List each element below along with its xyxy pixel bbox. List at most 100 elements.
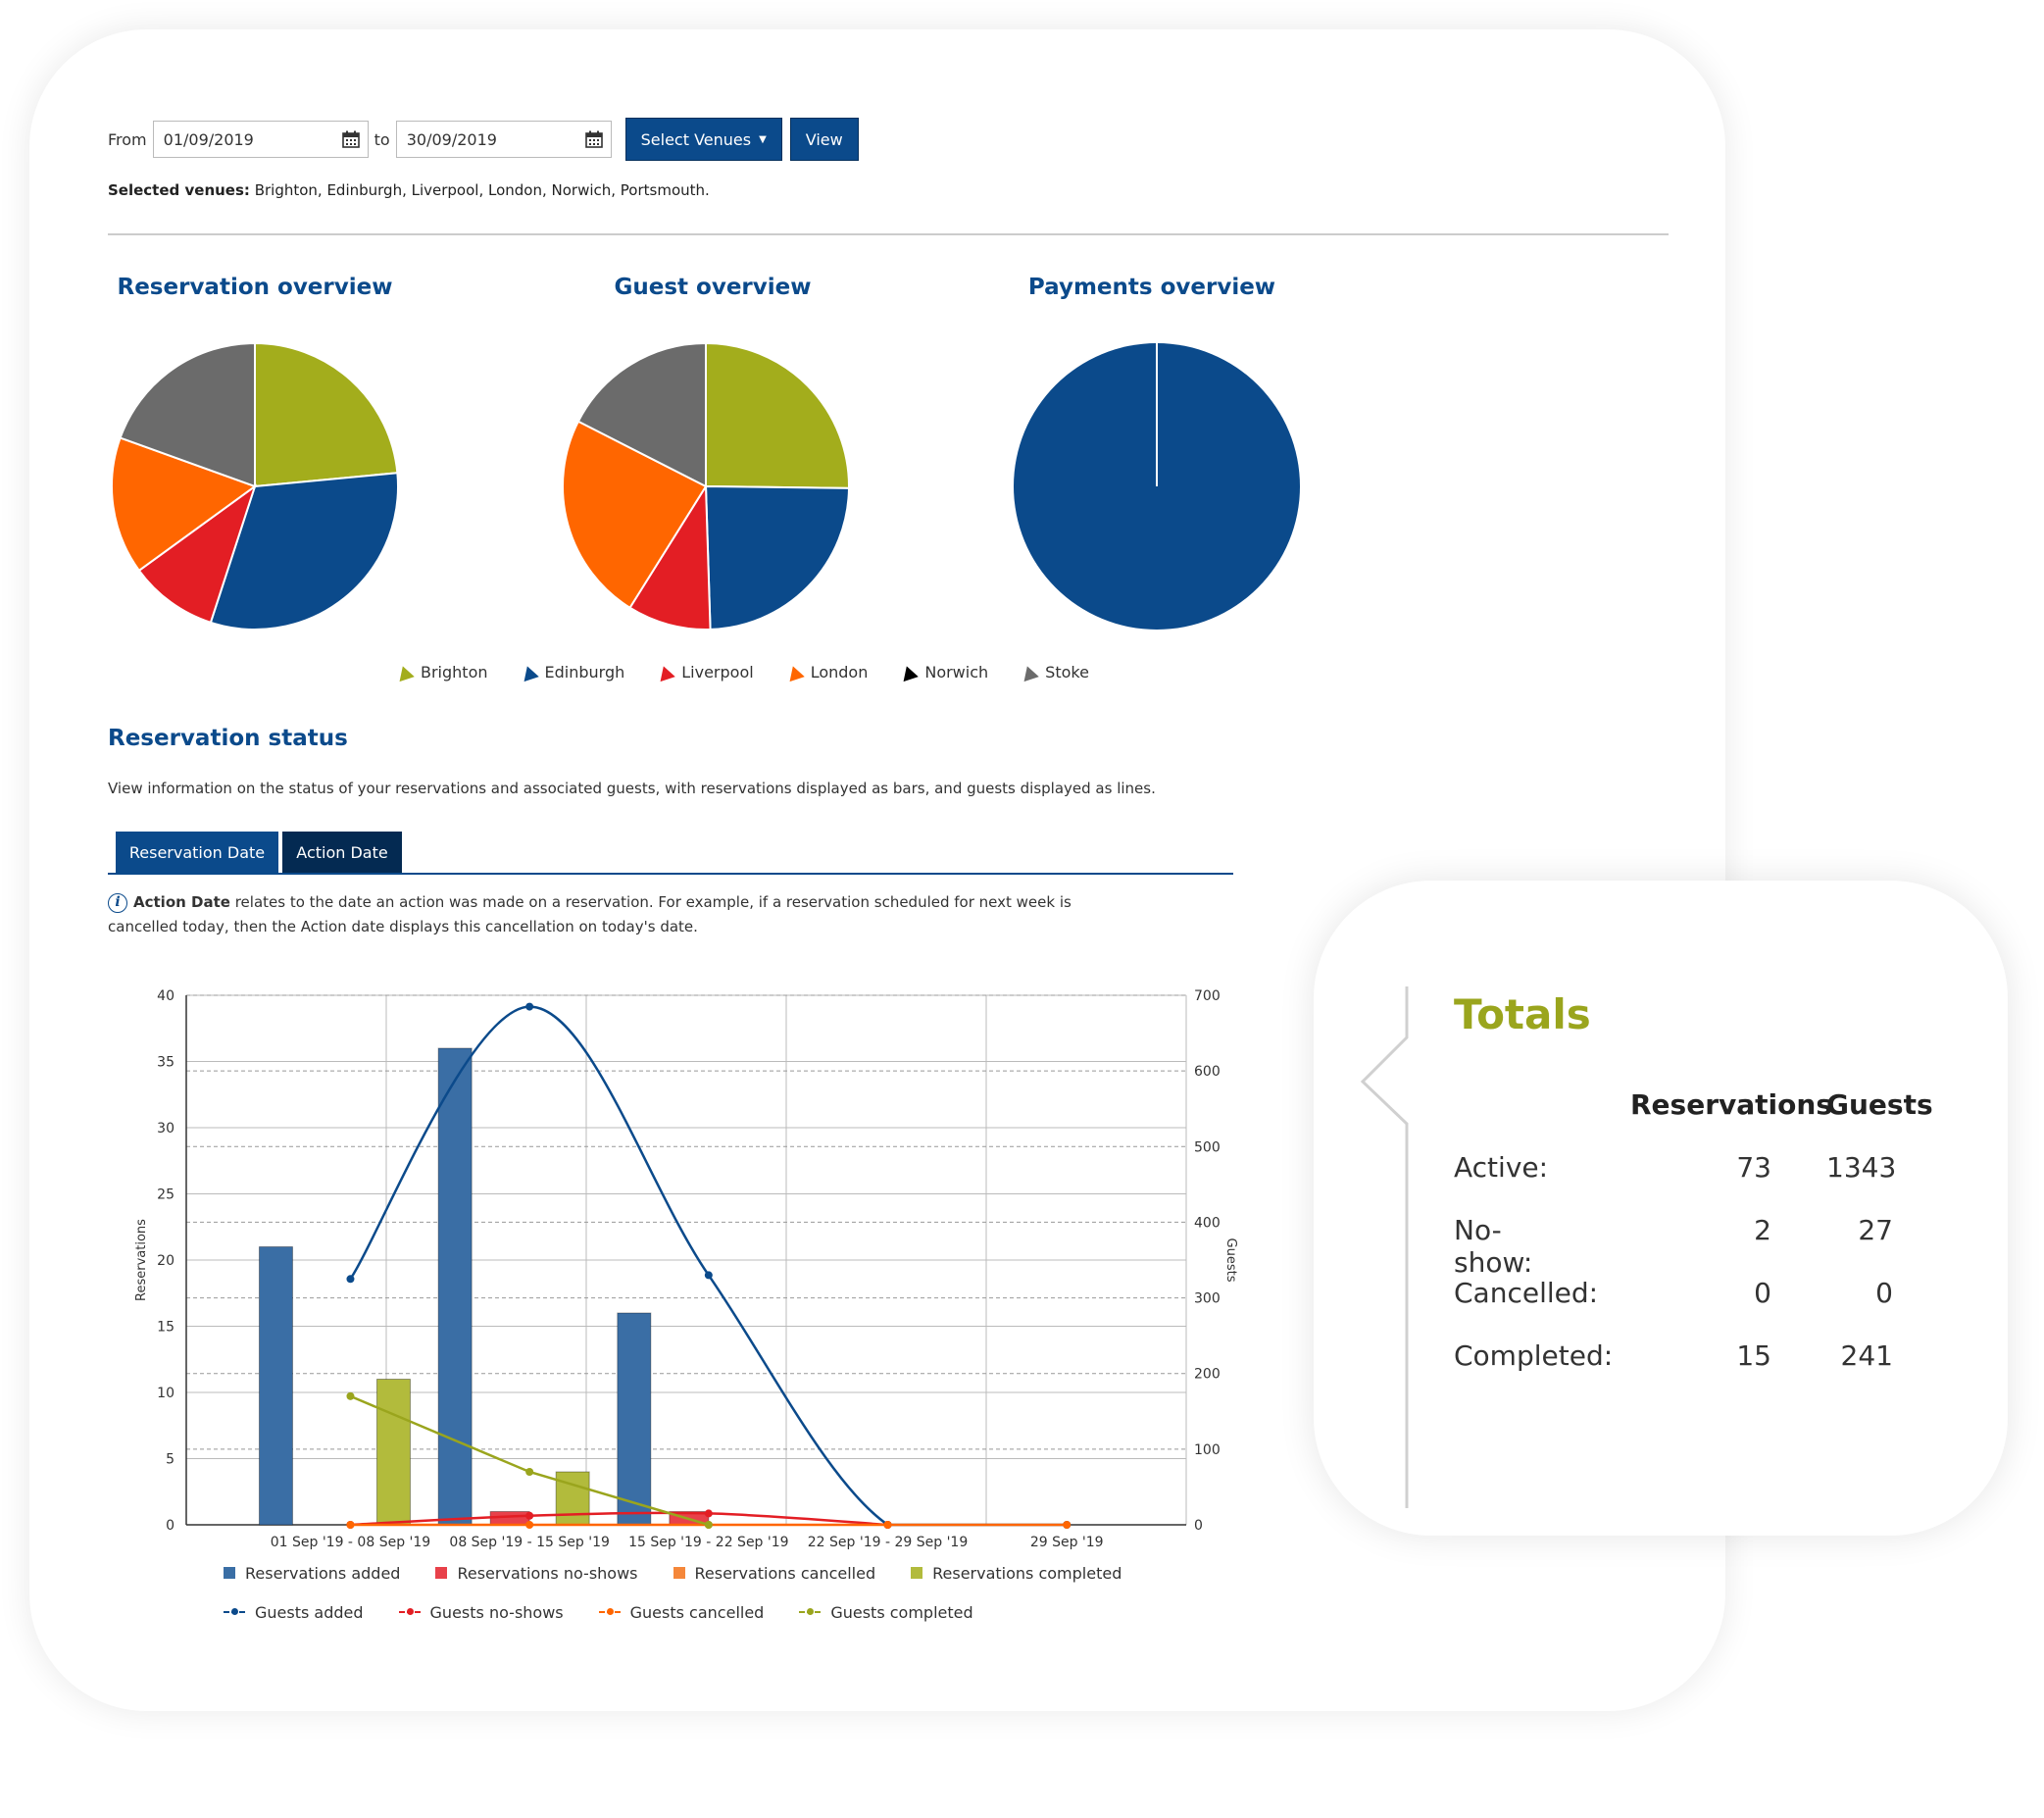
calendar-icon[interactable] bbox=[584, 130, 603, 148]
legend-label: Guests cancelled bbox=[629, 1602, 765, 1622]
point-guests-added[interactable] bbox=[704, 1271, 713, 1280]
point-guests-no-shows[interactable] bbox=[525, 1511, 534, 1520]
pie-slice-london[interactable] bbox=[111, 436, 258, 573]
legend-item-edinburgh[interactable]: Edinburgh bbox=[519, 663, 625, 682]
point-guests-cancelled[interactable] bbox=[1063, 1521, 1072, 1529]
reservation-status-title: Reservation status bbox=[108, 726, 348, 751]
legend-item-guests-no-shows[interactable]: Guests no-shows bbox=[398, 1603, 564, 1622]
info-text: relates to the date an action was made o… bbox=[108, 893, 1072, 935]
bar-reservations-added[interactable] bbox=[617, 1312, 652, 1526]
y-tick-label: 35 bbox=[157, 1055, 174, 1071]
payments-overview-title: Payments overview bbox=[1027, 275, 1276, 300]
pie-slice-liverpool[interactable] bbox=[628, 482, 712, 631]
totals-title: Totals bbox=[1454, 990, 1591, 1038]
legend-swatch bbox=[911, 1567, 923, 1579]
legend-item-reservations-added[interactable]: Reservations added bbox=[224, 1564, 400, 1583]
point-guests-completed[interactable] bbox=[704, 1521, 713, 1529]
legend-label: Stoke bbox=[1045, 663, 1089, 682]
pie-slice-brighton[interactable] bbox=[705, 341, 850, 489]
guest-overview-pie[interactable] bbox=[559, 339, 853, 633]
legend-row-reservations: Reservations added Reservations no-shows R… bbox=[224, 1563, 1122, 1583]
pie-slice-stoke[interactable] bbox=[576, 341, 707, 488]
x-tick-label: 29 Sep '19 bbox=[1030, 1535, 1104, 1550]
legend-item-reservations-no-shows[interactable]: Reservations no-shows bbox=[435, 1564, 638, 1583]
point-guests-added[interactable] bbox=[525, 1002, 534, 1011]
pie-slice-edinburgh[interactable] bbox=[704, 484, 851, 631]
y2-tick-label: 100 bbox=[1194, 1442, 1221, 1458]
y2-tick-label: 300 bbox=[1194, 1291, 1221, 1307]
legend-item-guests-cancelled[interactable]: Guests cancelled bbox=[598, 1602, 765, 1622]
totals-guests-value: 27 bbox=[1858, 1214, 1893, 1246]
status-tabs: Reservation Date Action Date bbox=[116, 832, 402, 873]
legend-label: Norwich bbox=[924, 663, 989, 682]
legend-item-reservations-cancelled[interactable]: Reservations cancelled bbox=[673, 1564, 875, 1583]
venue-legend: Brighton Edinburgh Liverpool London Norwich S… bbox=[395, 663, 1089, 682]
y2-tick-label: 400 bbox=[1194, 1215, 1221, 1231]
bar-reservations-added[interactable] bbox=[437, 1047, 473, 1526]
x-tick-label: 22 Sep '19 - 29 Sep '19 bbox=[808, 1535, 968, 1550]
action-date-info: i Action Date relates to the date an acti… bbox=[108, 890, 1108, 939]
legend-item-guests-completed[interactable]: Guests completed bbox=[799, 1603, 973, 1622]
totals-row-label: Completed: bbox=[1454, 1339, 1614, 1372]
point-guests-cancelled[interactable] bbox=[883, 1521, 892, 1529]
select-venues-button[interactable]: Select Venues ▼ bbox=[624, 118, 782, 161]
legend-item-reservations-completed[interactable]: Reservations completed bbox=[911, 1564, 1122, 1583]
y2-tick-label: 700 bbox=[1194, 988, 1221, 1004]
x-tick-label: 15 Sep '19 - 22 Sep '19 bbox=[628, 1535, 788, 1550]
tab-action-date[interactable]: Action Date bbox=[282, 832, 402, 873]
totals-reservations-value: 2 bbox=[1754, 1214, 1771, 1246]
pie-slice-london[interactable] bbox=[562, 420, 708, 610]
to-date-input[interactable]: 30/09/2019 bbox=[395, 121, 612, 158]
legend-label: Reservations added bbox=[245, 1563, 401, 1583]
pie-slice-edinburgh[interactable] bbox=[209, 472, 399, 631]
triangle-icon bbox=[519, 663, 539, 682]
bar-reservations-added[interactable] bbox=[258, 1246, 293, 1526]
y2-tick-label: 200 bbox=[1194, 1367, 1221, 1383]
callout-bracket-icon bbox=[1360, 986, 1409, 1508]
point-guests-cancelled[interactable] bbox=[346, 1521, 355, 1529]
totals-row-label: Active: bbox=[1454, 1151, 1549, 1184]
to-label: to bbox=[374, 129, 390, 149]
y2-axis-label: Guests bbox=[1223, 1238, 1238, 1283]
bar-reservations-completed[interactable] bbox=[555, 1471, 590, 1526]
point-guests-added[interactable] bbox=[346, 1275, 355, 1284]
legend-item-norwich[interactable]: Norwich bbox=[899, 663, 989, 682]
guest-overview-title: Guest overview bbox=[614, 275, 812, 300]
legend-item-liverpool[interactable]: Liverpool bbox=[656, 663, 754, 682]
triangle-icon bbox=[656, 663, 676, 682]
bar-reservations-completed[interactable] bbox=[375, 1379, 411, 1526]
reservation-overview-pie[interactable] bbox=[108, 339, 402, 633]
legend-item-guests-added[interactable]: Guests added bbox=[224, 1603, 364, 1622]
triangle-icon bbox=[1020, 663, 1039, 682]
y2-tick-label: 0 bbox=[1194, 1518, 1203, 1534]
line-guests-no-shows[interactable] bbox=[350, 1511, 888, 1527]
tab-reservation-date[interactable]: Reservation Date bbox=[116, 832, 278, 873]
legend-label: Brighton bbox=[421, 663, 488, 682]
pie-slice-liverpool[interactable] bbox=[137, 483, 257, 625]
from-date-value: 01/09/2019 bbox=[163, 129, 254, 149]
legend-label: Edinburgh bbox=[544, 663, 625, 682]
legend-item-stoke[interactable]: Stoke bbox=[1020, 663, 1089, 682]
y-tick-label: 20 bbox=[157, 1253, 174, 1269]
point-guests-cancelled[interactable] bbox=[525, 1521, 534, 1529]
reservation-status-chart[interactable]: 05101520253035400100200300400500600700Re… bbox=[118, 971, 1255, 1559]
calendar-icon[interactable] bbox=[341, 130, 360, 148]
y-tick-label: 5 bbox=[166, 1452, 174, 1468]
view-button[interactable]: View bbox=[789, 118, 859, 161]
totals-guests-value: 1343 bbox=[1826, 1151, 1897, 1184]
legend-item-london[interactable]: London bbox=[784, 663, 868, 682]
legend-swatch bbox=[435, 1567, 448, 1579]
pie-slice-brighton[interactable] bbox=[254, 341, 399, 488]
pie-slice-stoke[interactable] bbox=[119, 341, 256, 488]
legend-item-brighton[interactable]: Brighton bbox=[395, 663, 488, 682]
payments-overview-pie[interactable] bbox=[1010, 339, 1304, 633]
y2-tick-label: 500 bbox=[1194, 1139, 1221, 1155]
reservation-overview-title: Reservation overview bbox=[117, 275, 393, 300]
point-guests-completed[interactable] bbox=[525, 1468, 534, 1476]
point-guests-no-shows[interactable] bbox=[704, 1509, 713, 1518]
point-guests-completed[interactable] bbox=[346, 1391, 355, 1400]
from-date-input[interactable]: 01/09/2019 bbox=[152, 121, 369, 158]
y-tick-label: 25 bbox=[157, 1187, 174, 1203]
totals-reservations-value: 0 bbox=[1754, 1277, 1771, 1309]
totals-reservations-value: 15 bbox=[1736, 1339, 1771, 1372]
